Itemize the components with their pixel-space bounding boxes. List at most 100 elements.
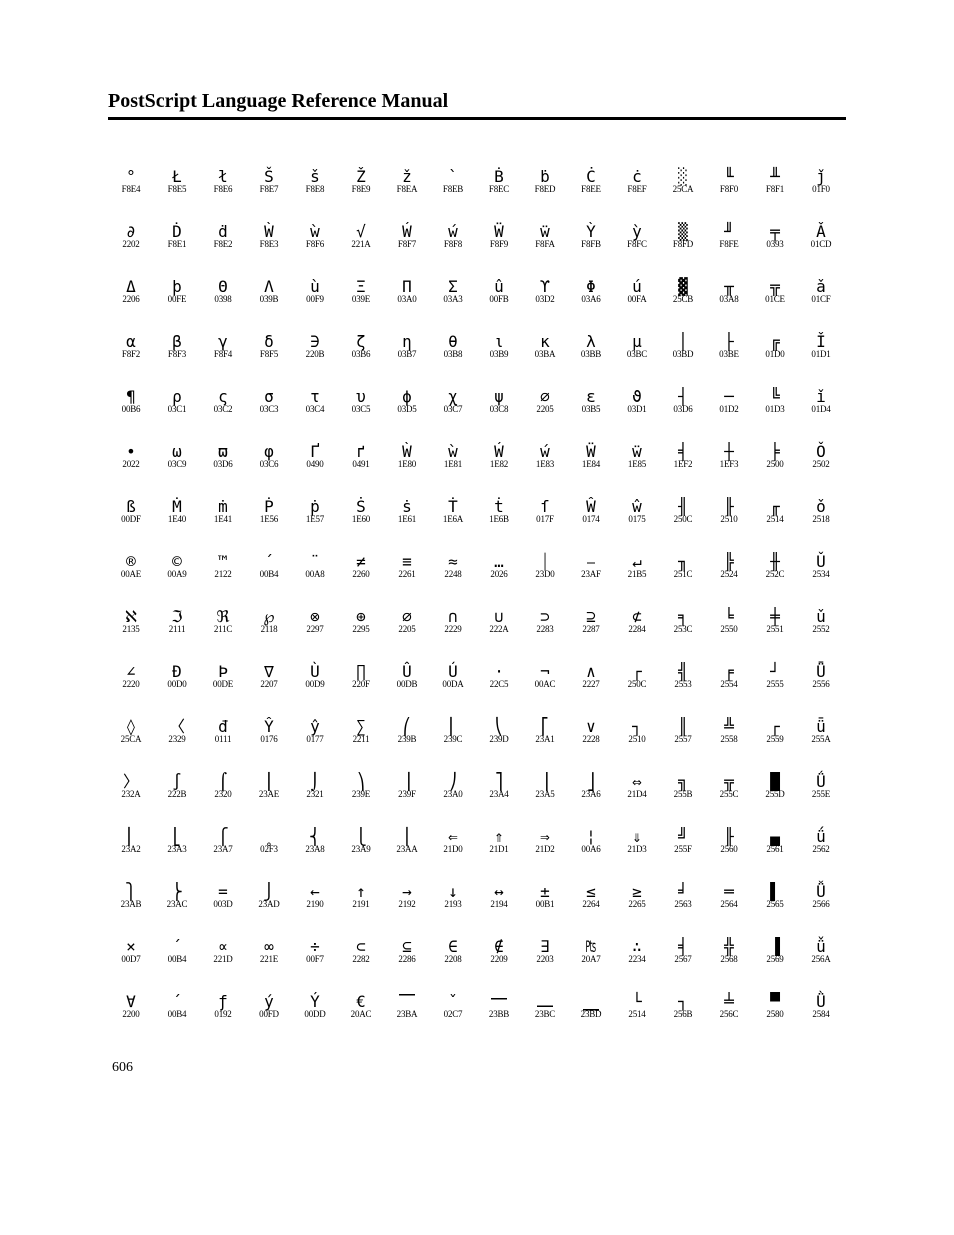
glyph-cell-inner: ╒2554 xyxy=(720,664,737,689)
glyph-cell-inner: ┌250C xyxy=(628,664,647,689)
glyph-cell-inner: …2026 xyxy=(490,554,507,579)
glyph-cell-inner: ⏐23D0 xyxy=(535,554,554,579)
glyph-symbol: ι xyxy=(490,334,509,350)
glyph-code: F8FA xyxy=(535,240,555,249)
glyph-code: F8E8 xyxy=(306,185,325,194)
glyph-code: 2193 xyxy=(444,900,461,909)
glyph-symbol: ╧ xyxy=(720,994,739,1010)
glyph-row: ∠2220Ð00D0Þ00DE∇2207Ù00D9∏220FÛ00DBÚ00DA… xyxy=(108,649,846,704)
glyph-code: F8FB xyxy=(581,240,601,249)
glyph-symbol: ⎞ xyxy=(352,774,370,790)
glyph-code: F8F0 xyxy=(720,185,738,194)
glyph-cell: þ00FE xyxy=(154,264,200,319)
glyph-cell-inner: ⊗2297 xyxy=(306,609,323,634)
glyph-cell-inner: ⎻23BB xyxy=(489,994,509,1019)
glyph-symbol: ∋ xyxy=(306,334,325,350)
glyph-symbol: Ґ xyxy=(306,444,323,460)
glyph-code: 2514 xyxy=(766,515,783,524)
glyph-code: 255F xyxy=(674,845,692,854)
glyph-symbol: ẁ xyxy=(444,444,462,460)
glyph-symbol: ⊄ xyxy=(628,609,645,625)
glyph-cell-inner: ∞221E xyxy=(260,939,278,964)
glyph-symbol: ⎮ xyxy=(259,774,279,790)
glyph-cell: ⇐21D0 xyxy=(430,814,476,869)
glyph-symbol: ¬ xyxy=(535,664,556,680)
glyph-cell-inner: ∨2228 xyxy=(582,719,599,744)
glyph-cell-inner: ſ017F xyxy=(536,499,554,524)
glyph-symbol: ∉ xyxy=(490,939,507,955)
glyph-cell: û00FB xyxy=(476,264,522,319)
glyph-cell: ⎯23AF xyxy=(568,539,614,594)
glyph-code: 01D1 xyxy=(811,350,830,359)
glyph-code: 2192 xyxy=(398,900,415,909)
glyph-code: 003D xyxy=(213,900,232,909)
glyph-code: 2552 xyxy=(812,625,829,634)
glyph-code: 03D6 xyxy=(673,405,692,414)
glyph-cell-inner: ĊF8EE xyxy=(581,169,601,194)
glyph-code: 21D1 xyxy=(489,845,508,854)
glyph-cell-inner: ⎢23A2 xyxy=(121,829,140,854)
glyph-symbol: ┐ xyxy=(674,994,693,1010)
glyph-cell-inner: žF8EA xyxy=(397,169,418,194)
glyph-cell: →2192 xyxy=(384,869,430,924)
glyph-cell-inner: δF8F5 xyxy=(260,334,278,359)
glyph-code: 03BA xyxy=(535,350,556,359)
glyph-code: 251C xyxy=(674,570,693,579)
glyph-symbol: ε xyxy=(582,389,601,405)
glyph-code: 2194 xyxy=(490,900,507,909)
glyph-cell-inner: `F8EB xyxy=(443,169,463,194)
glyph-symbol: ╗ xyxy=(674,774,693,790)
glyph-cell: ⎡23A1 xyxy=(522,704,568,759)
glyph-cell: ℵ2135 xyxy=(108,594,154,649)
glyph-code: 1E6B xyxy=(489,515,509,524)
glyph-symbol: ⇐ xyxy=(443,829,462,845)
glyph-cell-inner: ι03B9 xyxy=(490,334,509,359)
glyph-cell-inner: Ð00D0 xyxy=(167,664,186,689)
glyph-cell-inner: ╜F8FE xyxy=(719,224,738,249)
glyph-cell-inner: ≥2265 xyxy=(628,884,645,909)
glyph-cell: ⌠2320 xyxy=(200,759,246,814)
glyph-symbol: ⋅ xyxy=(490,664,509,680)
glyph-code: 1E57 xyxy=(306,515,324,524)
glyph-code: 00AC xyxy=(535,680,556,689)
glyph-cell: ≡2261 xyxy=(384,539,430,594)
glyph-cell-inner: ∈2208 xyxy=(444,939,461,964)
glyph-cell: ⊕2295 xyxy=(338,594,384,649)
glyph-code: 1EF2 xyxy=(674,460,693,469)
glyph-cell-inner: ⇐21D0 xyxy=(443,829,462,854)
glyph-cell-inner: •2022 xyxy=(122,444,139,469)
glyph-cell-inner: ⎦23A6 xyxy=(581,774,600,799)
glyph-code: 03BD xyxy=(673,350,694,359)
glyph-cell: ┼1EF3 xyxy=(706,429,752,484)
glyph-cell: ẅF8FA xyxy=(522,209,568,264)
glyph-symbol: ∀ xyxy=(122,994,139,1010)
glyph-symbol: ψ xyxy=(490,389,509,405)
glyph-cell-inner: ┼1EF3 xyxy=(720,444,739,469)
glyph-cell-inner: ⎯23AF xyxy=(581,554,601,579)
glyph-cell-inner: Ǎ01CD xyxy=(811,224,832,249)
glyph-cell: ˇ02C7 xyxy=(430,979,476,1034)
glyph-cell: Λ039B xyxy=(246,264,292,319)
glyph-code: 01D0 xyxy=(765,350,784,359)
glyph-code: 03BE xyxy=(719,350,739,359)
glyph-code: 03D5 xyxy=(397,405,416,414)
glyph-cell-inner: ║2557 xyxy=(674,719,691,744)
glyph-code: 255D xyxy=(765,790,784,799)
glyph-cell-inner: ▄2561 xyxy=(766,829,783,854)
glyph-cell-inner: ⎼23BC xyxy=(535,994,555,1019)
glyph-cell-inner: û00FB xyxy=(489,279,508,304)
glyph-symbol: ÷ xyxy=(306,939,324,955)
glyph-code: 255A xyxy=(811,735,830,744)
glyph-code: 2200 xyxy=(122,1010,139,1019)
glyph-code: 253C xyxy=(674,625,693,634)
glyph-code: 00DF xyxy=(121,515,141,524)
glyph-symbol: Ú xyxy=(442,664,463,680)
glyph-code: 1E61 xyxy=(398,515,416,524)
glyph-cell-inner: ⎧23A7 xyxy=(213,829,232,854)
glyph-code: 2022 xyxy=(122,460,139,469)
glyph-symbol: ž xyxy=(397,169,418,185)
glyph-symbol: ⇑ xyxy=(489,829,508,845)
glyph-code: 2551 xyxy=(766,625,783,634)
glyph-code: 23AA xyxy=(396,845,417,854)
glyph-code: 2118 xyxy=(261,625,278,634)
